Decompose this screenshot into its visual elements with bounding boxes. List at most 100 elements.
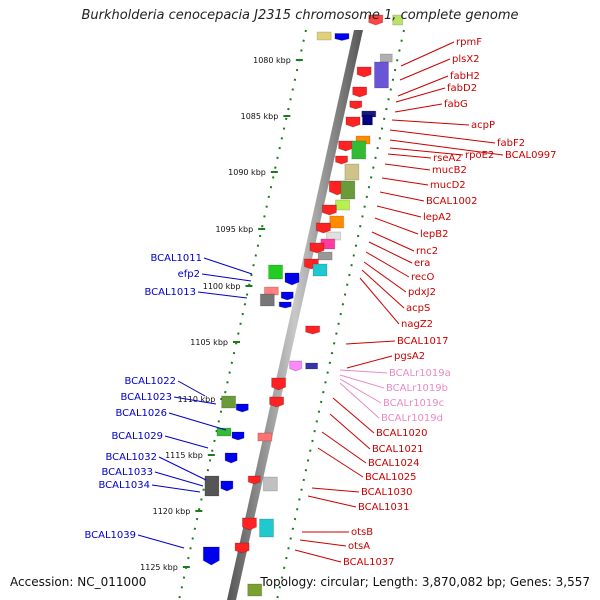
scale-tick-label: 1120 kbp <box>153 507 191 516</box>
gene-label-mucb2: mucB2 <box>432 165 467 176</box>
gene-label-lepb2: lepB2 <box>420 229 449 240</box>
gene-label-bcal1026: BCAL1026 <box>115 408 167 419</box>
gene-label-fabh2: fabH2 <box>450 71 480 82</box>
gene-arrow <box>284 272 300 286</box>
scale-track-right <box>276 29 405 600</box>
gene-leader-line <box>345 340 396 345</box>
gene-arrow <box>321 204 337 216</box>
gene-label-bcal1033: BCAL1033 <box>101 467 153 478</box>
gene-leader-line <box>395 87 446 103</box>
gene-leader-line <box>201 273 252 282</box>
gene-block <box>247 583 263 597</box>
gene-label-bcal1021: BCAL1021 <box>372 444 424 455</box>
gene-leader-line <box>387 153 432 159</box>
gene-label-bcal1029: BCAL1029 <box>111 431 163 442</box>
gene-leader-line <box>394 103 443 113</box>
gene-leader-line <box>137 534 185 549</box>
gene-arrow <box>335 155 349 165</box>
topology-text: Topology: circular; Length: 3,870,082 bp… <box>260 575 590 589</box>
gene-leader-line <box>197 291 248 299</box>
gene-label-era: era <box>414 258 430 269</box>
gene-leader-line <box>339 378 382 404</box>
gene-leader-line <box>317 447 364 478</box>
gene-block <box>262 476 278 492</box>
map-title: Burkholderia cenocepacia J2315 chromosom… <box>81 8 519 23</box>
gene-label-bcalr1019d: BCALr1019d <box>381 413 443 424</box>
gene-label-bcalr1019c: BCALr1019c <box>383 398 444 409</box>
scale-tick-label: 1085 kbp <box>241 112 279 121</box>
gene-block <box>221 395 237 409</box>
gene-leader-line <box>154 471 204 487</box>
gene-label-fabd2: fabD2 <box>447 83 477 94</box>
gene-label-bcal1013: BCAL1013 <box>144 287 196 298</box>
scale-tick-label: 1110 kbp <box>178 395 216 404</box>
scale-tick-label: 1080 kbp <box>253 56 291 65</box>
gene-arrow <box>368 14 384 26</box>
gene-label-bcal1031: BCAL1031 <box>358 502 410 513</box>
gene-leader-line <box>400 41 455 67</box>
gene-leader-line <box>151 484 201 493</box>
gene-label-pdxj2: pdxJ2 <box>408 287 436 298</box>
gene-leader-line <box>311 487 360 493</box>
gene-label-fabg: fabG <box>444 99 468 110</box>
gene-label-rnc2: rnc2 <box>416 246 438 257</box>
gene-label-acps: acpS <box>406 303 430 314</box>
gene-block <box>373 61 389 89</box>
gene-block <box>305 362 319 370</box>
gene-leader-line <box>376 205 422 218</box>
gene-leader-line <box>346 355 393 369</box>
gene-arrow <box>352 86 368 98</box>
gene-arrow <box>202 546 220 566</box>
gene-label-bcalr1019a: BCALr1019a <box>389 368 451 379</box>
gene-leader-line <box>299 539 347 547</box>
gene-label-rpmf: rpmF <box>456 37 482 48</box>
gene-label-otsa: otsA <box>348 541 370 552</box>
gene-leader-line <box>321 431 367 464</box>
gene-leader-line <box>173 396 217 405</box>
gene-leader-line <box>339 369 388 374</box>
gene-leader-line <box>339 382 380 419</box>
accession-text: Accession: NC_011000 <box>10 575 147 589</box>
gene-leader-line <box>339 374 385 389</box>
gene-leader-line <box>361 269 405 309</box>
gene-block <box>379 53 393 63</box>
gene-arrow <box>356 66 372 78</box>
scale-tick-label: 1095 kbp <box>215 225 253 234</box>
gene-label-bcal0997: BCAL0997 <box>505 150 557 161</box>
gene-block <box>361 114 373 126</box>
gene-label-bcal1022: BCAL1022 <box>124 376 176 387</box>
gene-block <box>259 518 275 538</box>
gene-block <box>329 215 345 229</box>
gene-label-reco: recO <box>411 272 435 283</box>
gene-leader-line <box>168 412 227 431</box>
gene-label-pgsa2: pgsA2 <box>394 351 425 362</box>
gene-block <box>392 14 404 26</box>
gene-label-lepa2: lepA2 <box>423 212 451 223</box>
gene-label-bcal1020: BCAL1020 <box>376 428 428 439</box>
gene-label-bcalr1019b: BCALr1019b <box>386 383 448 394</box>
gene-leader-line <box>389 139 504 156</box>
gene-label-efp2: efp2 <box>178 269 200 280</box>
gene-leader-line <box>379 191 425 202</box>
gene-leader-line <box>203 257 253 275</box>
gene-label-bcal1034: BCAL1034 <box>98 480 150 491</box>
gene-arrow <box>247 475 261 485</box>
gene-arrow <box>231 431 245 441</box>
gene-leader-line <box>397 75 449 97</box>
gene-label-bcal1030: BCAL1030 <box>361 487 413 498</box>
gene-arrow <box>235 403 249 413</box>
gene-block <box>312 263 328 277</box>
gene-label-bcal1017: BCAL1017 <box>397 336 449 347</box>
gene-block <box>344 163 360 181</box>
gene-block <box>216 427 232 437</box>
gene-leader-line <box>365 251 410 278</box>
gene-leader-line <box>374 217 419 235</box>
chromosome-backbone <box>227 30 363 600</box>
gene-leader-line <box>389 129 496 144</box>
gene-label-bcal1002: BCAL1002 <box>426 196 478 207</box>
gene-arrow <box>349 100 363 110</box>
gene-block <box>351 140 367 160</box>
gene-leader-line <box>307 495 357 508</box>
